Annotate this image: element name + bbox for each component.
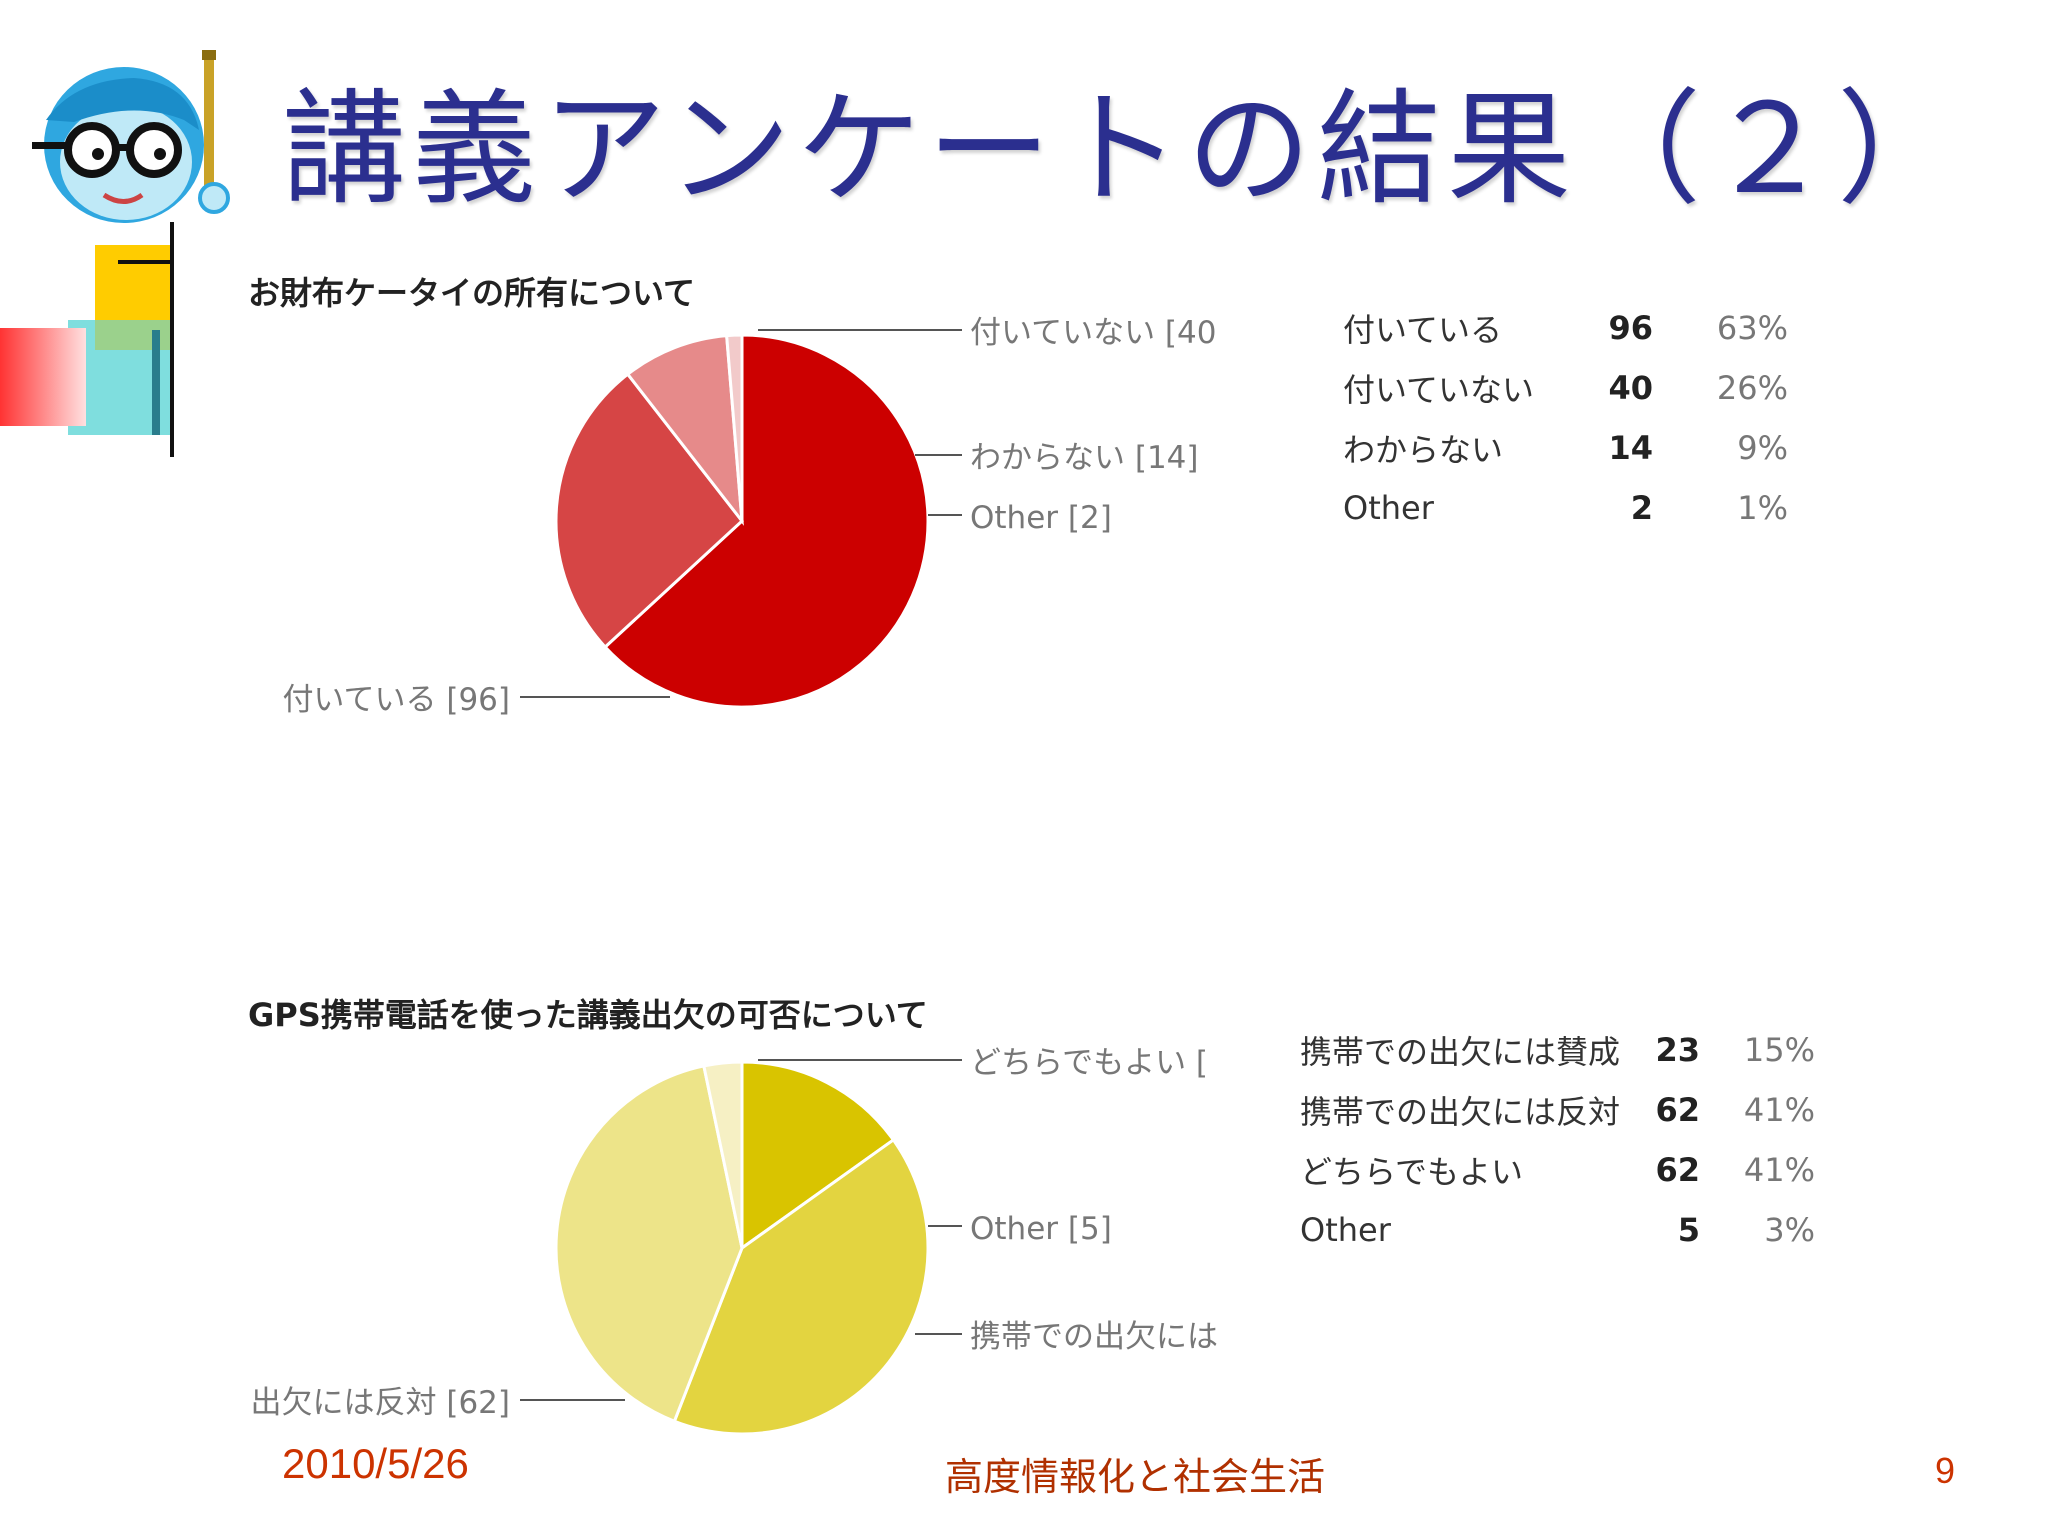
legend-label: 付いていない xyxy=(1343,371,1535,409)
chart-2-pie-slice xyxy=(554,1064,744,1424)
legend-label: Other xyxy=(1343,489,1434,527)
legend-row: わからない 14 9% xyxy=(1343,418,1788,478)
chart-1-callout-label: 付いている [96] xyxy=(282,682,510,718)
chart-1-callout-label: 付いていない [40 xyxy=(970,315,1216,351)
legend-count: 96 xyxy=(1608,309,1653,347)
chart-2-pie-slice xyxy=(702,1060,744,1249)
legend-row: 付いている 96 63% xyxy=(1343,298,1788,358)
legend-percent: 41% xyxy=(1743,1151,1815,1189)
legend-count: 62 xyxy=(1655,1151,1700,1189)
legend-row: Other 5 3% xyxy=(1300,1200,1815,1260)
legend-row: 携帯での出欠には反対 62 41% xyxy=(1300,1080,1815,1140)
chart-2-title: GPS携帯電話を使った講義出欠の可否について xyxy=(248,996,928,1034)
legend-count: 62 xyxy=(1655,1091,1700,1129)
chart-2-callout-label: 出欠には反対 [62] xyxy=(251,1385,511,1421)
slide-title: 講義アンケートの結果（２） xyxy=(282,78,1968,222)
chart-1-callout-label: わからない [14] xyxy=(970,440,1199,476)
chart-2-callout-label: どちらでもよい [ xyxy=(970,1045,1208,1081)
legend-count: 2 xyxy=(1630,489,1653,527)
footer-date: 2010/5/26 xyxy=(282,1440,469,1487)
legend-count: 5 xyxy=(1677,1211,1700,1249)
chart-2-legend-table: 携帯での出欠には賛成 23 15% 携帯での出欠には反対 62 41% どちらで… xyxy=(1300,1020,1815,1260)
legend-row: どちらでもよい 62 41% xyxy=(1300,1140,1815,1200)
legend-percent: 1% xyxy=(1737,489,1788,527)
legend-row: 携帯での出欠には賛成 23 15% xyxy=(1300,1020,1815,1080)
legend-percent: 26% xyxy=(1716,369,1788,407)
chart-2-pie-slice xyxy=(740,1060,896,1251)
decor-red-gradient-block xyxy=(0,328,86,426)
chart-2-callout-label: Other [5] xyxy=(970,1211,1112,1247)
legend-percent: 41% xyxy=(1743,1091,1815,1129)
decor-horizontal-line xyxy=(118,260,172,264)
legend-label: 付いている xyxy=(1343,311,1503,349)
decor-vertical-line xyxy=(170,222,174,457)
chart-1-pie-slice xyxy=(725,333,744,522)
legend-label: どちらでもよい xyxy=(1300,1153,1524,1191)
chart-2-callout-label: 携帯での出欠には xyxy=(970,1319,1218,1355)
decor-yellow-block xyxy=(95,245,170,327)
teacher-mascot-icon xyxy=(32,50,230,223)
legend-percent: 9% xyxy=(1737,429,1788,467)
legend-count: 14 xyxy=(1608,429,1653,467)
footer-course-title: 高度情報化と社会生活 xyxy=(945,1455,1326,1499)
legend-label: わからない xyxy=(1343,431,1504,469)
decor-blue-stripe xyxy=(152,330,160,435)
legend-percent: 3% xyxy=(1764,1211,1815,1249)
chart-1-title: お財布ケータイの所有について xyxy=(248,274,696,312)
legend-percent: 15% xyxy=(1743,1031,1815,1069)
legend-row: Other 2 1% xyxy=(1343,478,1788,538)
chart-2-pie-slice xyxy=(672,1137,930,1436)
chart-1-pie-slice xyxy=(554,372,745,650)
page-number: 9 xyxy=(1935,1450,1956,1491)
chart-1-legend-table: 付いている 96 63% 付いていない 40 26% わからない 14 9% O… xyxy=(1343,298,1788,538)
legend-percent: 63% xyxy=(1716,309,1788,347)
legend-count: 40 xyxy=(1608,369,1653,407)
chart-1-pie-slice xyxy=(603,333,930,709)
chart-1-callout-label: Other [2] xyxy=(970,500,1112,536)
legend-label: 携帯での出欠には賛成 xyxy=(1300,1033,1621,1071)
legend-count: 23 xyxy=(1655,1031,1700,1069)
chart-1-pie-slice xyxy=(625,334,744,526)
legend-row: 付いていない 40 26% xyxy=(1343,358,1788,418)
legend-label: Other xyxy=(1300,1211,1391,1249)
legend-label: 携帯での出欠には反対 xyxy=(1300,1093,1621,1131)
